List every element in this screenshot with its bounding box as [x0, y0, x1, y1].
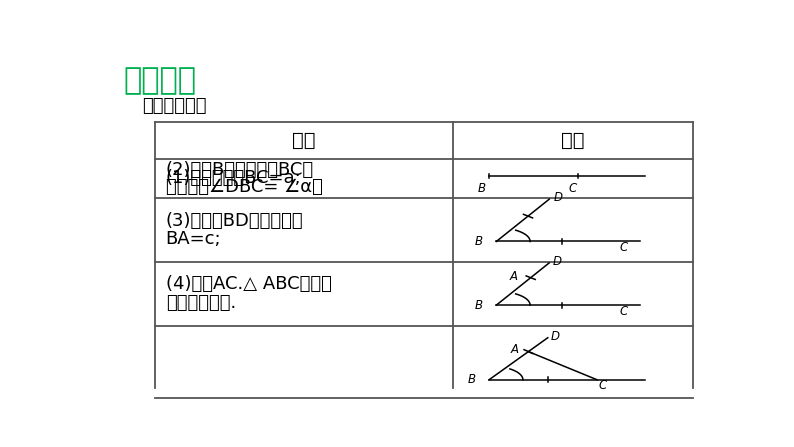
- Text: 作法: 作法: [292, 131, 315, 150]
- Text: (3)在射线BD上截取线段: (3)在射线BD上截取线段: [166, 212, 303, 231]
- Text: C: C: [599, 380, 607, 392]
- Text: B: B: [478, 182, 486, 195]
- Text: BA=c;: BA=c;: [166, 230, 222, 248]
- Text: (2)以点B为顶点，以BC为: (2)以点B为顶点，以BC为: [166, 161, 314, 179]
- Text: B: B: [475, 235, 483, 248]
- Text: 示范: 示范: [561, 131, 585, 150]
- Text: 一边，作∠DBC= ∠α；: 一边，作∠DBC= ∠α；: [166, 178, 322, 196]
- Text: C: C: [619, 305, 627, 318]
- Text: D: D: [554, 191, 563, 204]
- Text: B: B: [475, 299, 483, 312]
- Text: 作法与示范：: 作法与示范：: [142, 97, 206, 115]
- Text: D: D: [551, 330, 560, 343]
- Text: D: D: [553, 255, 562, 268]
- Text: 求作的三角形.: 求作的三角形.: [166, 295, 236, 312]
- Text: (4)连接AC.△ ABC就是所: (4)连接AC.△ ABC就是所: [166, 275, 332, 293]
- Text: C: C: [619, 241, 627, 254]
- Text: A: A: [509, 270, 517, 283]
- Text: 感悟新知: 感悟新知: [124, 66, 197, 95]
- Text: A: A: [511, 343, 518, 356]
- Text: B: B: [468, 373, 476, 386]
- Text: (1)作一条线段BC=a;: (1)作一条线段BC=a;: [166, 169, 302, 187]
- Text: C: C: [569, 182, 577, 195]
